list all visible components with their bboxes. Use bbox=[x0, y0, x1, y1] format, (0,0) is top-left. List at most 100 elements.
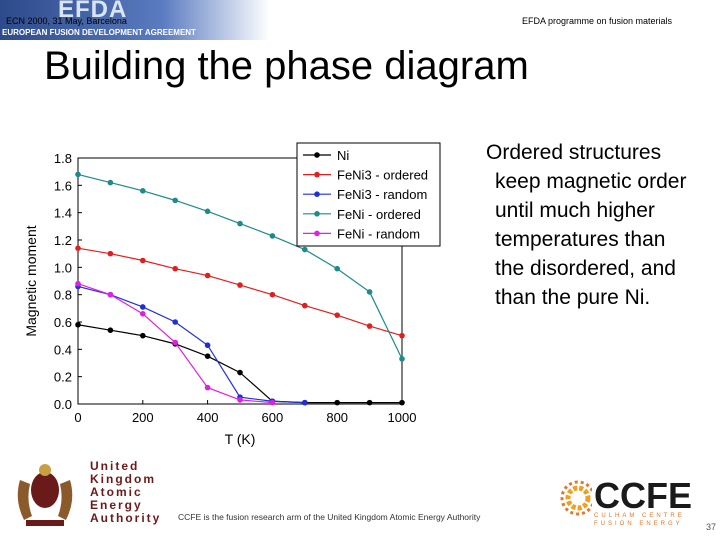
slide-title: Building the phase diagram bbox=[44, 44, 529, 88]
data-point bbox=[107, 179, 114, 186]
x-tick-label: 800 bbox=[326, 410, 348, 425]
data-point bbox=[204, 342, 211, 349]
series-line bbox=[77, 324, 402, 404]
ukaea-line: Kingdom bbox=[90, 472, 156, 486]
ukaea-line: Energy bbox=[90, 498, 143, 512]
legend-label: FeNi - random bbox=[337, 226, 420, 241]
data-point bbox=[302, 399, 308, 406]
data-point bbox=[75, 171, 81, 178]
x-tick-label: 1000 bbox=[388, 410, 417, 425]
x-tick-label: 400 bbox=[197, 410, 219, 425]
data-point bbox=[399, 399, 405, 406]
data-point bbox=[334, 312, 341, 318]
y-tick-label: 0.6 bbox=[54, 315, 72, 330]
data-point bbox=[140, 332, 146, 339]
data-point bbox=[107, 327, 114, 333]
data-point bbox=[204, 208, 211, 215]
data-point bbox=[237, 220, 243, 227]
ukaea-line: United bbox=[90, 459, 140, 473]
data-point bbox=[172, 319, 178, 325]
y-tick-label: 1.6 bbox=[54, 178, 72, 193]
magnetic-moment-chart: 0 200 400 600 800 1000 0.0 0.2 0.4 0.6 0.8 1.0 1.2 1.… bbox=[23, 142, 441, 447]
ccfe-wordmark: CCFE bbox=[594, 475, 692, 516]
data-point bbox=[399, 332, 405, 339]
series-line bbox=[77, 247, 403, 337]
data-point bbox=[399, 356, 405, 362]
header-event: ECN 2000, 31 May, Barcelona bbox=[6, 16, 127, 26]
y-axis-label: Magnetic moment bbox=[23, 225, 39, 336]
data-point bbox=[140, 311, 146, 317]
data-point bbox=[204, 353, 211, 359]
legend-swatch-marker bbox=[314, 152, 320, 158]
y-tick-label: 1.2 bbox=[54, 233, 72, 248]
data-point bbox=[75, 321, 81, 328]
data-point bbox=[237, 282, 243, 288]
x-tick-label: 200 bbox=[132, 410, 154, 425]
data-point bbox=[334, 265, 341, 272]
data-point bbox=[269, 233, 276, 239]
data-point bbox=[334, 399, 341, 406]
data-point bbox=[237, 369, 243, 376]
data-point bbox=[366, 289, 373, 295]
y-tick-label: 1.8 bbox=[54, 151, 72, 166]
ccfe-sub-line: FUSION ENERGY bbox=[594, 521, 683, 527]
data-point bbox=[107, 250, 114, 257]
ukaea-crest-icon bbox=[17, 464, 73, 526]
side-text: Ordered structures keep magnetic order u… bbox=[486, 138, 720, 312]
ccfe-subtitle: CULHAM CENTRE FUSION ENERGY bbox=[594, 512, 685, 528]
ukaea-line: Authority bbox=[90, 511, 162, 525]
legend-swatch-marker bbox=[314, 171, 320, 178]
y-tick-label: 0.0 bbox=[54, 397, 72, 412]
data-point bbox=[140, 257, 146, 264]
data-point bbox=[237, 397, 243, 403]
side-line: until much higher bbox=[495, 199, 655, 222]
side-line: than the pure Ni. bbox=[495, 286, 651, 309]
legend-label: Ni bbox=[337, 148, 349, 163]
y-tick-label: 0.2 bbox=[54, 370, 72, 385]
ukaea-line: Atomic bbox=[90, 485, 143, 499]
x-tick-label: 600 bbox=[262, 410, 284, 425]
legend-label: FeNi3 - random bbox=[337, 187, 427, 202]
legend-swatch-marker bbox=[314, 230, 320, 237]
data-point bbox=[140, 188, 146, 194]
header-programme: EFDA programme on fusion materials bbox=[522, 16, 673, 26]
ccfe-sun-icon bbox=[560, 480, 592, 516]
ccfe-sub-line: CULHAM CENTRE bbox=[594, 513, 685, 519]
data-point bbox=[204, 384, 211, 391]
data-point bbox=[269, 399, 276, 406]
data-point bbox=[204, 272, 211, 279]
data-point bbox=[302, 302, 308, 309]
data-point bbox=[302, 246, 308, 253]
ukaea-name: United Kingdom Atomic Energy Authority bbox=[90, 460, 161, 525]
series-line bbox=[77, 285, 305, 404]
data-point bbox=[140, 304, 146, 310]
side-line: the disordered, and bbox=[495, 257, 676, 280]
data-point bbox=[366, 323, 373, 329]
data-point bbox=[75, 280, 81, 287]
y-tick-label: 1.4 bbox=[54, 206, 72, 221]
data-point bbox=[172, 339, 178, 346]
data-point bbox=[75, 245, 81, 251]
y-tick-label: 1.0 bbox=[54, 260, 72, 275]
footer-note: CCFE is the fusion research arm of the U… bbox=[178, 512, 481, 522]
side-line: Ordered structures bbox=[486, 141, 662, 164]
data-point bbox=[366, 399, 373, 406]
data-point bbox=[269, 291, 276, 298]
legend-label: FeNi3 - ordered bbox=[337, 168, 428, 183]
page-number: 37 bbox=[706, 522, 717, 532]
data-point bbox=[172, 197, 178, 204]
side-line: keep magnetic order bbox=[495, 170, 687, 193]
y-tick-label: 0.4 bbox=[54, 342, 72, 357]
x-tick-label: 0 bbox=[74, 410, 81, 425]
efda-logo-text: EFDA bbox=[58, 0, 128, 23]
x-axis-label: T (K) bbox=[225, 431, 256, 447]
data-point bbox=[107, 291, 114, 298]
efda-banner: EFDA EUROPEAN FUSION DEVELOPMENT AGREEME… bbox=[0, 0, 270, 40]
side-line: temperatures than bbox=[495, 228, 666, 251]
data-point bbox=[172, 265, 178, 272]
legend-swatch-marker bbox=[314, 211, 320, 217]
legend-label: FeNi - ordered bbox=[337, 207, 421, 222]
efda-subtitle: EUROPEAN FUSION DEVELOPMENT AGREEMENT bbox=[2, 28, 196, 37]
y-tick-label: 0.8 bbox=[54, 288, 72, 303]
legend-swatch-marker bbox=[314, 191, 320, 197]
